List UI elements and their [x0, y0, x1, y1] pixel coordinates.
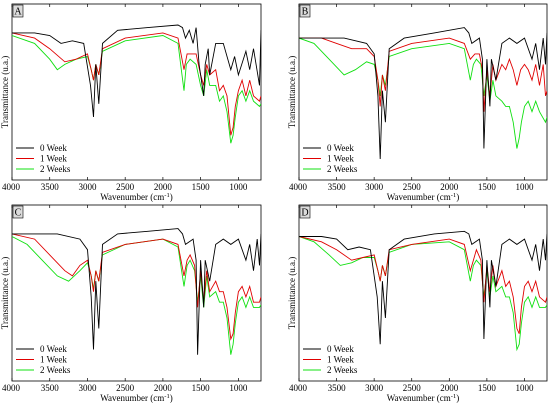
legend-entry: 0 Week	[327, 143, 354, 153]
panel-label-box	[299, 4, 311, 18]
legend-entry: 1 Week	[327, 355, 354, 365]
plot-frame	[11, 3, 262, 181]
series-line-0-week	[299, 230, 547, 345]
series-line-1-week	[12, 233, 261, 341]
series-line-1-week	[12, 32, 261, 136]
x-tick-label: 3000	[78, 383, 97, 393]
panel-label-box	[299, 205, 311, 219]
x-tick-label: 2500	[403, 383, 422, 393]
x-tick-label: 3000	[365, 182, 384, 192]
legend-entry: 2 Weeks	[40, 164, 71, 174]
y-axis-label: Transmittance (u.a.)	[287, 56, 297, 128]
x-tick-label: 4000	[2, 383, 21, 393]
legend-entry: 0 Week	[40, 344, 67, 354]
panel-c: 4000 3500 3000 2500 2000 1500 1000 Wavenumber (…	[0, 204, 262, 403]
x-tick-label: 3500	[41, 383, 60, 393]
x-tick-label: 2000	[154, 383, 173, 393]
panel-b: 4000 3500 3000 2500 2000 1500 1000 Wavenumber (…	[287, 3, 548, 202]
plot-frame	[11, 204, 262, 382]
series-line-2-weeks	[299, 236, 547, 352]
x-tick-label: 1000	[229, 182, 248, 192]
series-line-2-weeks	[299, 37, 547, 149]
series-line-1-week	[299, 236, 547, 334]
panel-label: A	[14, 7, 22, 18]
legend-entry: 0 Week	[40, 143, 67, 153]
x-tick-label: 1500	[192, 383, 211, 393]
legend-entry: 1 Week	[327, 154, 354, 164]
series-line-0-week	[12, 24, 261, 118]
x-axis-label: Wavenumber (cm-1)	[100, 393, 172, 403]
x-tick-label: 3000	[78, 182, 97, 192]
y-axis-label: Transmittance (u.a.)	[0, 56, 10, 128]
x-axis-label: Wavenumber (cm-1)	[100, 192, 172, 202]
x-tick-label: 1000	[515, 182, 534, 192]
legend-entry: 1 Week	[40, 154, 67, 164]
legend-entry: 2 Weeks	[327, 164, 358, 174]
panel-a: 4000 3500 3000 2500 2000 1500 1000 Wavenumber (…	[0, 3, 262, 202]
panel-label: C	[15, 208, 22, 219]
y-axis-label: Transmittance (u.a.)	[287, 257, 297, 329]
x-tick-label: 4000	[2, 182, 21, 192]
series-line-0-week	[12, 228, 261, 355]
y-axis-label: Transmittance (u.a.)	[0, 257, 10, 329]
x-tick-label: 1000	[229, 383, 248, 393]
x-tick-label: 3500	[328, 182, 347, 192]
legend-entry: 0 Week	[327, 344, 354, 354]
x-axis-label: Wavenumber (cm-1)	[387, 393, 459, 403]
x-axis-label: Wavenumber (cm-1)	[387, 192, 459, 202]
x-tick-label: 3500	[328, 383, 347, 393]
panel-label: D	[301, 208, 308, 219]
x-tick-label: 2000	[440, 383, 459, 393]
panel-label: B	[302, 7, 309, 18]
x-tick-label: 1000	[515, 383, 534, 393]
x-tick-label: 2500	[116, 182, 135, 192]
panel-label-box	[12, 205, 24, 219]
series-line-0-week	[299, 27, 547, 160]
x-tick-label: 3500	[41, 182, 60, 192]
panel-d: 4000 3500 3000 2500 2000 1500 1000 Wavenumber (…	[287, 204, 548, 403]
x-tick-label: 4000	[289, 182, 308, 192]
legend-entry: 2 Weeks	[327, 365, 358, 375]
x-tick-label: 1500	[192, 182, 211, 192]
x-tick-label: 1500	[478, 383, 497, 393]
series-line-2-weeks	[12, 35, 261, 144]
x-tick-label: 1500	[478, 182, 497, 192]
x-tick-label: 3000	[365, 383, 384, 393]
legend-entry: 1 Week	[40, 355, 67, 365]
x-tick-label: 2500	[116, 383, 135, 393]
x-tick-label: 2500	[403, 182, 422, 192]
series-line-1-week	[299, 37, 547, 112]
x-tick-label: 2000	[154, 182, 173, 192]
legend-entry: 2 Weeks	[40, 365, 71, 375]
x-tick-label: 2000	[440, 182, 459, 192]
plot-frame	[298, 204, 548, 382]
x-tick-label: 4000	[289, 383, 308, 393]
panel-label-box	[12, 4, 24, 18]
